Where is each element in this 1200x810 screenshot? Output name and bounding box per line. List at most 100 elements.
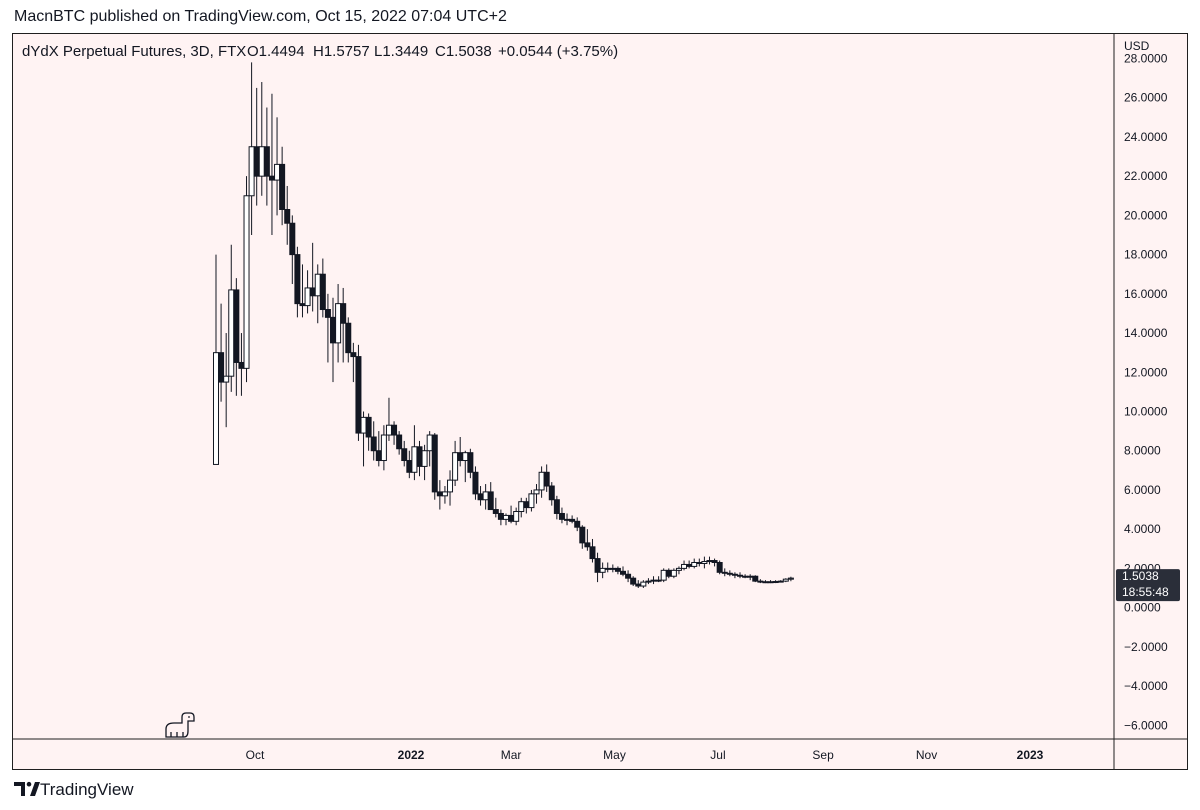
candle — [721, 568, 728, 577]
candle-body — [350, 352, 357, 358]
candle-body — [787, 577, 794, 580]
candle — [212, 254, 219, 465]
candle-body — [589, 546, 596, 560]
candle — [426, 431, 433, 467]
candle-body — [660, 569, 667, 581]
time-tick-label: Jul — [710, 748, 725, 762]
candle-body — [355, 356, 362, 434]
candle-body — [574, 520, 581, 528]
candle — [670, 568, 677, 579]
candle-body — [212, 352, 219, 465]
candle — [253, 87, 260, 206]
candle — [742, 574, 749, 579]
candle — [594, 552, 601, 583]
candle — [691, 558, 698, 569]
candle-body — [401, 448, 408, 462]
candle-body — [228, 289, 235, 377]
candle — [477, 486, 484, 506]
candle-body — [528, 493, 535, 509]
candle-body — [670, 569, 677, 577]
candle-body — [772, 581, 779, 584]
candle-body — [477, 493, 484, 501]
candle — [696, 558, 703, 567]
candle — [650, 576, 657, 585]
candle-body — [411, 446, 418, 473]
candle — [319, 258, 326, 318]
candle — [324, 293, 331, 363]
candle — [268, 93, 275, 235]
candle — [355, 344, 362, 441]
candle — [782, 578, 789, 583]
legend-open: O1.4494 — [247, 43, 305, 60]
candle — [299, 264, 306, 318]
candle-body — [319, 273, 326, 311]
candle — [752, 575, 759, 583]
candle — [223, 333, 230, 428]
candle — [558, 507, 565, 524]
legend-high: H1.5757 — [313, 43, 370, 60]
tradingview-logo-icon[interactable] — [14, 778, 40, 800]
candle-body — [650, 579, 657, 582]
candle-body — [757, 580, 764, 583]
candle-body — [619, 570, 626, 575]
candle — [309, 242, 316, 312]
candle — [599, 562, 606, 579]
candle-body — [289, 222, 296, 256]
candle — [340, 287, 347, 363]
candle-body — [767, 581, 774, 584]
price-tick-label: 14.0000 — [1124, 326, 1168, 340]
candle-body — [365, 416, 372, 438]
candle-body — [569, 518, 576, 522]
candle — [686, 560, 693, 569]
candle-body — [268, 175, 275, 181]
candle-body — [782, 578, 789, 582]
price-tick-label: 24.0000 — [1124, 130, 1168, 144]
price-tick-label: 10.0000 — [1124, 404, 1168, 418]
candle-body — [421, 450, 428, 467]
candle — [625, 570, 632, 583]
price-tick-label: 0.0000 — [1124, 601, 1161, 615]
candle — [574, 517, 581, 532]
candle — [681, 560, 688, 571]
candle-body — [391, 424, 398, 436]
candle-body — [731, 573, 738, 576]
candle-body — [711, 560, 718, 563]
candle — [385, 397, 392, 441]
candle — [757, 579, 764, 584]
price-tick-label: 6.0000 — [1124, 483, 1161, 497]
candle — [655, 576, 662, 583]
candle-body — [375, 450, 382, 462]
candle-body — [640, 581, 647, 587]
candle-body — [335, 303, 342, 344]
price-tick-label: −2.0000 — [1124, 640, 1168, 654]
price-tick-label: 20.0000 — [1124, 208, 1168, 222]
candle — [380, 425, 387, 471]
candle-body — [238, 361, 245, 369]
candle-body — [594, 558, 601, 573]
candle — [706, 556, 713, 565]
time-axis[interactable]: Oct 2022 Mar May Jul Sep Nov 2023 — [246, 748, 1044, 762]
candle — [436, 480, 443, 510]
candle — [304, 270, 311, 314]
candle-body — [548, 485, 555, 501]
candle — [289, 215, 296, 285]
candle-body — [279, 163, 286, 210]
candle-body — [625, 573, 632, 579]
candlestick-chart[interactable]: 28.0000 26.0000 24.0000 22.0000 20.0000 18.00… — [12, 33, 1188, 770]
candle — [548, 482, 555, 506]
price-tick-label: 8.0000 — [1124, 444, 1161, 458]
candle-body — [457, 452, 464, 462]
candle — [218, 303, 225, 402]
price-axis[interactable]: 28.0000 26.0000 24.0000 22.0000 20.0000 18.00… — [1124, 51, 1168, 732]
candle — [502, 513, 509, 526]
price-tick-label: 4.0000 — [1124, 522, 1161, 536]
candle-body — [452, 452, 459, 481]
candle — [635, 580, 642, 588]
candle-body — [737, 574, 744, 577]
candle — [604, 562, 611, 573]
candle — [233, 278, 240, 396]
candle-body — [482, 491, 489, 501]
dinosaur-icon — [165, 712, 195, 738]
candle-body — [304, 287, 311, 307]
candle-body — [558, 512, 565, 520]
